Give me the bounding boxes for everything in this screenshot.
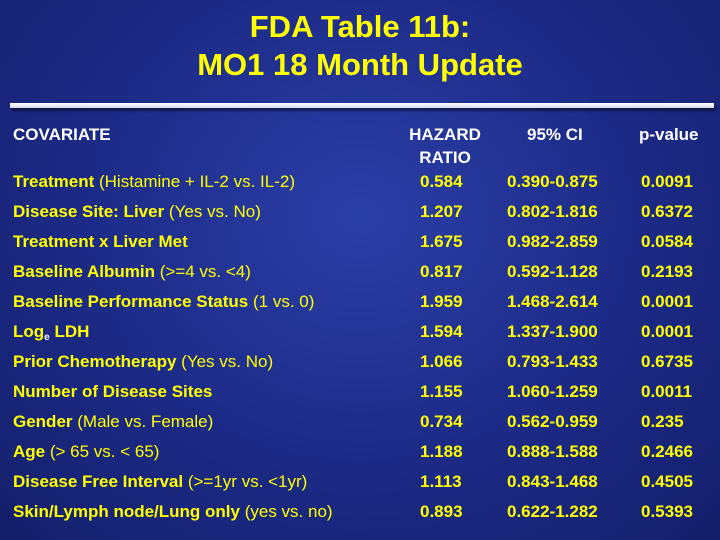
title-line-2: MO1 18 Month Update	[197, 47, 523, 82]
covariate-cell: Treatment x Liver Met	[13, 231, 188, 253]
p-value-cell: 0.5393	[641, 502, 693, 521]
confidence-interval-cell: 0.888-1.588	[507, 442, 598, 461]
covariate-detail: (>=4 vs. <4)	[155, 262, 251, 281]
covariate-cell: Loge LDH	[13, 321, 89, 349]
covariate-cell: Baseline Performance Status (1 vs. 0)	[13, 291, 314, 313]
covariate-label: Prior Chemotherapy	[13, 352, 177, 371]
header-hazard-line-2: RATIO	[419, 148, 471, 167]
table-row: Baseline Albumin (>=4 vs. <4) 0.817 0.592-…	[0, 261, 720, 291]
covariate-detail: (Male vs. Female)	[72, 412, 214, 431]
table-row: Prior Chemotherapy (Yes vs. No) 1.066 0.79…	[0, 351, 720, 381]
table-row: Treatment x Liver Met 1.675 0.982-2.859 0.0…	[0, 231, 720, 261]
table-row: Treatment (Histamine + IL-2 vs. IL-2) 0.5…	[0, 171, 720, 201]
covariate-label-suffix: LDH	[49, 322, 90, 341]
hazard-ratio-cell: 1.594	[420, 322, 463, 341]
table-row: Disease Site: Liver (Yes vs. No) 1.207 0.8…	[0, 201, 720, 231]
covariate-cell: Age (> 65 vs. < 65)	[13, 441, 159, 463]
p-value-cell: 0.0001	[641, 322, 693, 341]
p-value-cell: 0.0584	[641, 232, 693, 251]
covariate-label: Age	[13, 442, 46, 461]
covariate-label: Log	[13, 322, 45, 341]
covariate-subscript: e	[44, 332, 50, 343]
confidence-interval-cell: 1.060-1.259	[507, 382, 598, 401]
covariate-cell: Skin/Lymph node/Lung only (yes vs. no)	[13, 501, 333, 523]
table-row: Number of Disease Sites 1.155 1.060-1.259 0…	[0, 381, 720, 411]
header-covariate: COVARIATE	[13, 125, 111, 144]
covariate-label: Gender	[13, 412, 73, 431]
p-value-cell: 0.4505	[641, 472, 693, 491]
confidence-interval-cell: 0.390-0.875	[507, 172, 598, 191]
covariate-detail: (yes vs. no)	[239, 502, 333, 521]
covariate-detail: (> 65 vs. < 65)	[45, 442, 160, 461]
hazard-ratio-cell: 0.584	[420, 172, 463, 191]
confidence-interval-cell: 1.337-1.900	[507, 322, 598, 341]
p-value-cell: 0.0011	[641, 382, 693, 401]
covariate-detail: (Histamine + IL-2 vs. IL-2)	[94, 172, 296, 191]
header-hazard-line-1: HAZARD	[409, 125, 481, 144]
confidence-interval-cell: 0.562-0.959	[507, 412, 598, 431]
table-row: Skin/Lymph node/Lung only (yes vs. no) 0.…	[0, 501, 720, 531]
hazard-ratio-cell: 1.675	[420, 232, 463, 251]
covariate-cell: Disease Site: Liver (Yes vs. No)	[13, 201, 261, 223]
p-value-cell: 0.6372	[641, 202, 693, 221]
table-row: Age (> 65 vs. < 65) 1.188 0.888-1.588 0.246…	[0, 441, 720, 471]
hazard-ratio-cell: 1.113	[420, 472, 462, 491]
covariate-cell: Treatment (Histamine + IL-2 vs. IL-2)	[13, 171, 295, 193]
covariate-label: Treatment	[13, 172, 95, 191]
hazard-ratio-cell: 0.817	[420, 262, 463, 281]
confidence-interval-cell: 0.592-1.128	[507, 262, 598, 281]
p-value-cell: 0.6735	[641, 352, 693, 371]
hazard-ratio-cell: 0.893	[420, 502, 463, 521]
hazard-ratio-cell: 1.188	[420, 442, 463, 461]
confidence-interval-cell: 0.843-1.468	[507, 472, 598, 491]
covariate-cell: Prior Chemotherapy (Yes vs. No)	[13, 351, 273, 373]
title-line-1: FDA Table 11b:	[249, 9, 471, 44]
confidence-interval-cell: 0.802-1.816	[507, 202, 598, 221]
covariate-detail: (1 vs. 0)	[248, 292, 315, 311]
header-ci: 95% CI	[527, 125, 583, 144]
covariate-label: Disease Free Interval	[13, 472, 184, 491]
confidence-interval-cell: 1.468-2.614	[507, 292, 598, 311]
covariate-detail: (Yes vs. No)	[176, 352, 274, 371]
table-row: Gender (Male vs. Female) 0.734 0.562-0.959…	[0, 411, 720, 441]
covariate-label: Treatment x Liver Met	[13, 232, 188, 251]
covariate-cell: Number of Disease Sites	[13, 381, 212, 403]
hazard-ratio-cell: 1.066	[420, 352, 463, 371]
confidence-interval-cell: 0.982-2.859	[507, 232, 598, 251]
table-row: Baseline Performance Status (1 vs. 0) 1.9…	[0, 291, 720, 321]
covariate-cell: Disease Free Interval (>=1yr vs. <1yr)	[13, 471, 307, 493]
header-pvalue: p-value	[639, 125, 699, 144]
covariate-label: Disease Site: Liver	[13, 202, 165, 221]
covariate-cell: Baseline Albumin (>=4 vs. <4)	[13, 261, 251, 283]
p-value-cell: 0.0001	[641, 292, 693, 311]
covariate-cell: Gender (Male vs. Female)	[13, 411, 213, 433]
title-divider	[10, 103, 714, 108]
covariate-detail: (>=1yr vs. <1yr)	[183, 472, 308, 491]
covariate-label: Skin/Lymph node/Lung only	[13, 502, 240, 521]
p-value-cell: 0.0091	[641, 172, 693, 191]
hazard-ratio-cell: 1.155	[420, 382, 463, 401]
covariate-detail: (Yes vs. No)	[164, 202, 261, 221]
covariate-label: Baseline Albumin	[13, 262, 156, 281]
covariate-label: Number of Disease Sites	[13, 382, 213, 401]
table-row: Disease Free Interval (>=1yr vs. <1yr) 1.…	[0, 471, 720, 501]
table-row: Loge LDH 1.594 1.337-1.900 0.0001	[0, 321, 720, 351]
p-value-cell: 0.2193	[641, 262, 693, 281]
covariate-label: Baseline Performance Status	[13, 292, 249, 311]
confidence-interval-cell: 0.793-1.433	[507, 352, 598, 371]
header-hazard-ratio: HAZARD RATIO	[403, 123, 487, 169]
hazard-ratio-cell: 0.734	[420, 412, 463, 431]
hazard-ratio-cell: 1.959	[420, 292, 463, 311]
p-value-cell: 0.235	[641, 412, 684, 431]
slide-title: FDA Table 11b: MO1 18 Month Update	[0, 8, 720, 84]
confidence-interval-cell: 0.622-1.282	[507, 502, 598, 521]
hazard-ratio-cell: 1.207	[420, 202, 463, 221]
p-value-cell: 0.2466	[641, 442, 693, 461]
